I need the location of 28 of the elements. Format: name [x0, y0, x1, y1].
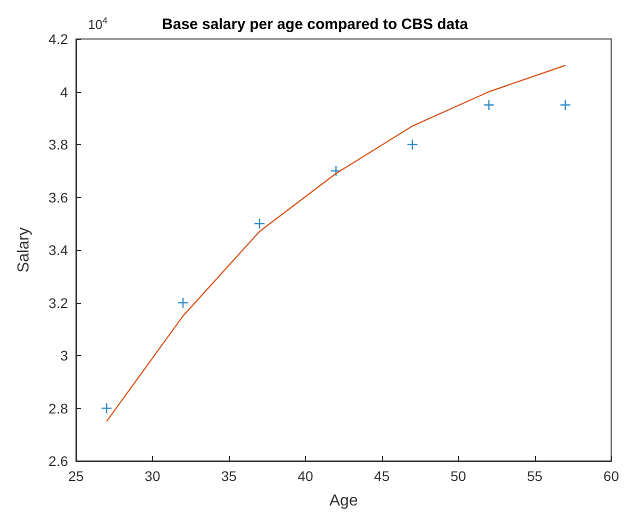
point — [100, 402, 112, 414]
x-tick-label: 55 — [526, 468, 543, 484]
y-tick-label: 2.8 — [48, 400, 68, 416]
y-axis-title: Salary — [16, 227, 32, 273]
point — [254, 218, 266, 230]
x-tick-label: 45 — [374, 468, 390, 484]
y-tick-label: 3 — [60, 348, 68, 364]
point — [330, 165, 342, 177]
x-axis-title: Age — [329, 492, 358, 510]
x-tick-label: 60 — [603, 468, 620, 484]
y-tick-label: 3.4 — [48, 242, 68, 258]
y-tick-label: 3.2 — [48, 294, 68, 311]
x-tick-label: 50 — [450, 468, 466, 484]
x-tick-label: 25 — [68, 468, 84, 484]
point — [560, 99, 571, 111]
point — [406, 138, 418, 150]
y-tick-label: 4 — [60, 84, 68, 100]
y-tick-label: 4.2 — [48, 31, 68, 47]
x-tick-label: 30 — [144, 468, 160, 484]
y-tick-label: 2.6 — [48, 453, 68, 469]
point — [483, 99, 495, 111]
y-tick-label: 3.6 — [48, 189, 68, 206]
y-tick-label: 3.8 — [48, 136, 68, 152]
x-tick-label: 35 — [221, 468, 237, 484]
chart-title: Base salary per age compared to CBS data — [162, 16, 469, 33]
point — [177, 297, 189, 308]
line-series — [106, 64, 566, 422]
x-tick-label: 40 — [298, 468, 314, 484]
